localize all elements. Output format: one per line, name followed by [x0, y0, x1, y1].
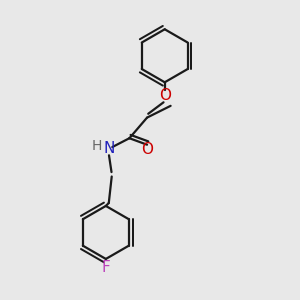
Text: O: O — [141, 142, 153, 158]
Text: N: N — [103, 141, 115, 156]
Text: O: O — [159, 88, 171, 103]
Text: F: F — [101, 260, 110, 275]
Text: H: H — [91, 139, 102, 153]
